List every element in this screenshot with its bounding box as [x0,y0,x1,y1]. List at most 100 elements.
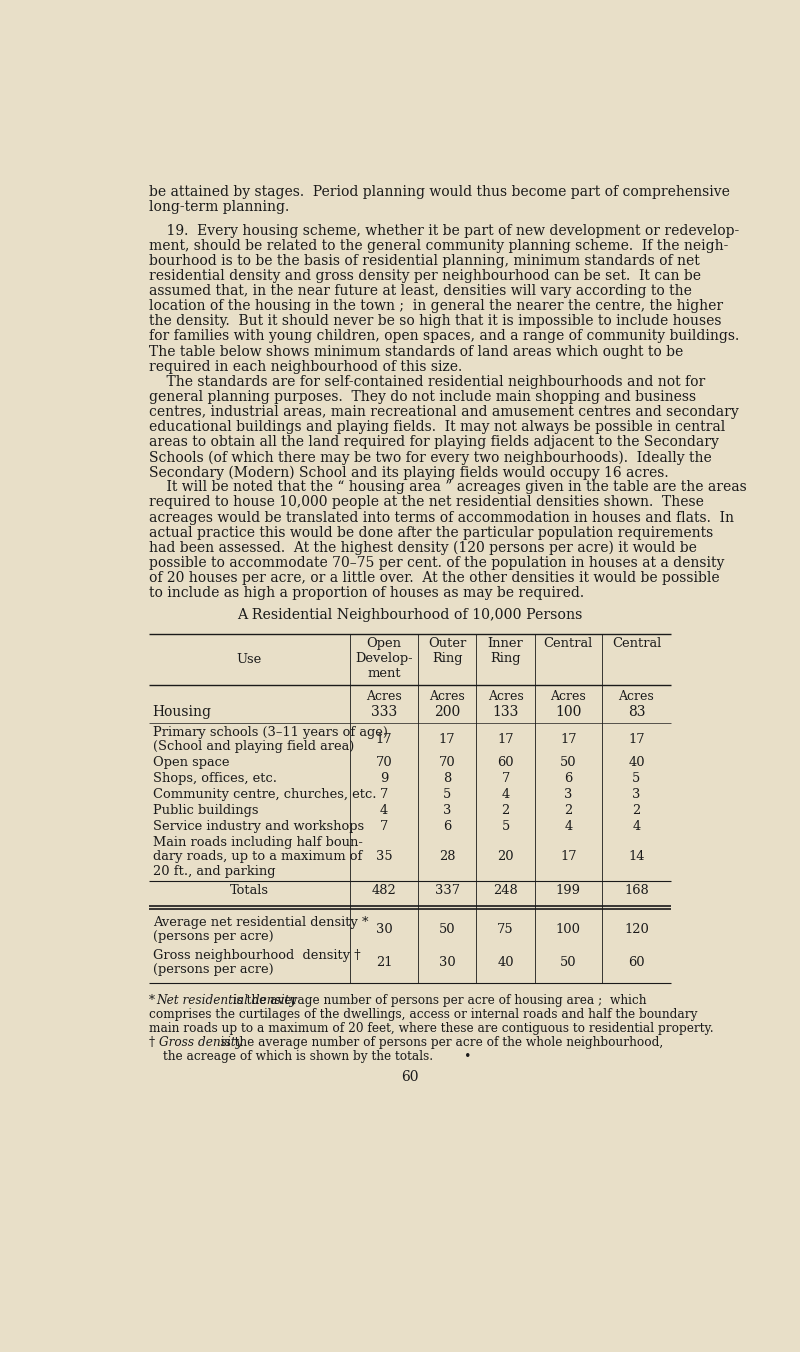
Text: 4: 4 [564,819,572,833]
Text: residential density and gross density per neighbourhood can be set.  It can be: residential density and gross density pe… [149,269,701,283]
Text: Totals: Totals [230,884,269,898]
Text: 5: 5 [632,772,641,786]
Text: 168: 168 [624,884,649,898]
Text: is the average number of persons per acre of housing area ;  which: is the average number of persons per acr… [229,994,646,1007]
Text: 9: 9 [380,772,388,786]
Text: 199: 199 [556,884,581,898]
Text: Central: Central [544,637,593,650]
Text: 2: 2 [502,804,510,817]
Text: 7: 7 [380,819,388,833]
Text: Central: Central [612,637,661,650]
Text: 21: 21 [376,956,392,969]
Text: Schools (of which there may be two for every two neighbourhoods).  Ideally the: Schools (of which there may be two for e… [149,450,711,465]
Text: 8: 8 [443,772,451,786]
Text: educational buildings and playing fields.  It may not always be possible in cent: educational buildings and playing fields… [149,420,725,434]
Text: Acres: Acres [430,690,465,703]
Text: Community centre, churches, etc.: Community centre, churches, etc. [153,788,376,800]
Text: (persons per acre): (persons per acre) [153,964,274,976]
Text: 17: 17 [560,733,577,746]
Text: Net residential density: Net residential density [157,994,297,1007]
Text: 17: 17 [498,733,514,746]
Text: 133: 133 [493,706,518,719]
Text: dary roads, up to a maximum of: dary roads, up to a maximum of [153,850,362,863]
Text: centres, industrial areas, main recreational and amusement centres and secondary: centres, industrial areas, main recreati… [149,406,738,419]
Text: Use: Use [237,653,262,667]
Text: 2: 2 [564,804,572,817]
Text: Average net residential density *: Average net residential density * [153,915,368,929]
Text: 30: 30 [438,956,455,969]
Text: Acres: Acres [488,690,523,703]
Text: 7: 7 [502,772,510,786]
Text: 50: 50 [438,923,455,936]
Text: 50: 50 [560,756,577,769]
Text: Acres: Acres [618,690,654,703]
Text: Shops, offices, etc.: Shops, offices, etc. [153,772,277,786]
Text: 50: 50 [560,956,577,969]
Text: the acreage of which is shown by the totals.        •: the acreage of which is shown by the tot… [162,1049,471,1063]
Text: 17: 17 [438,733,455,746]
Text: 60: 60 [402,1069,418,1084]
Text: 5: 5 [443,788,451,800]
Text: 3: 3 [632,788,641,800]
Text: Main roads including half boun-: Main roads including half boun- [153,836,362,849]
Text: Ring: Ring [432,652,462,665]
Text: required to house 10,000 people at the net residential densities shown.  These: required to house 10,000 people at the n… [149,495,704,510]
Text: (School and playing field area): (School and playing field area) [153,741,354,753]
Text: 100: 100 [556,923,581,936]
Text: The table below shows minimum standards of land areas which ought to be: The table below shows minimum standards … [149,345,683,358]
Text: 20 ft., and parking: 20 ft., and parking [153,865,275,877]
Text: 4: 4 [632,819,641,833]
Text: 17: 17 [560,850,577,863]
Text: 70: 70 [438,756,455,769]
Text: 40: 40 [628,756,645,769]
Text: location of the housing in the town ;  in general the nearer the centre, the hig: location of the housing in the town ; in… [149,299,723,314]
Text: 3: 3 [443,804,451,817]
Text: The standards are for self-contained residential neighbourhoods and not for: The standards are for self-contained res… [149,375,705,389]
Text: 83: 83 [628,706,645,719]
Text: 120: 120 [624,923,649,936]
Text: 4: 4 [502,788,510,800]
Text: 40: 40 [498,956,514,969]
Text: 200: 200 [434,706,460,719]
Text: Primary schools (3–11 years of age): Primary schools (3–11 years of age) [153,726,387,738]
Text: of 20 houses per acre, or a little over.  At the other densities it would be pos: of 20 houses per acre, or a little over.… [149,571,719,585]
Text: had been assessed.  At the highest density (120 persons per acre) it would be: had been assessed. At the highest densit… [149,541,697,556]
Text: Gross density: Gross density [159,1036,242,1049]
Text: 2: 2 [632,804,641,817]
Text: long-term planning.: long-term planning. [149,200,289,215]
Text: Public buildings: Public buildings [153,804,258,817]
Text: 20: 20 [498,850,514,863]
Text: Open space: Open space [153,756,229,769]
Text: *: * [149,994,158,1007]
Text: 248: 248 [494,884,518,898]
Text: 14: 14 [628,850,645,863]
Text: 482: 482 [371,884,396,898]
Text: Develop-: Develop- [355,652,413,665]
Text: Service industry and workshops: Service industry and workshops [153,819,364,833]
Text: general planning purposes.  They do not include main shopping and business: general planning purposes. They do not i… [149,389,696,404]
Text: 30: 30 [375,923,392,936]
Text: Outer: Outer [428,637,466,650]
Text: acreages would be translated into terms of accommodation in houses and flats.  I: acreages would be translated into terms … [149,511,734,525]
Text: Gross neighbourhood  density †: Gross neighbourhood density † [153,949,360,961]
Text: possible to accommodate 70–75 per cent. of the population in houses at a density: possible to accommodate 70–75 per cent. … [149,556,724,569]
Text: 60: 60 [498,756,514,769]
Text: 35: 35 [375,850,392,863]
Text: the density.  But it should never be so high that it is impossible to include ho: the density. But it should never be so h… [149,315,722,329]
Text: 17: 17 [628,733,645,746]
Text: (persons per acre): (persons per acre) [153,930,274,944]
Text: 5: 5 [502,819,510,833]
Text: Housing: Housing [153,706,212,719]
Text: actual practice this would be done after the particular population requirements: actual practice this would be done after… [149,526,713,539]
Text: 4: 4 [380,804,388,817]
Text: ment, should be related to the general community planning scheme.  If the neigh-: ment, should be related to the general c… [149,239,728,253]
Text: Inner: Inner [488,637,523,650]
Text: Secondary (Modern) School and its playing fields would occupy 16 acres.: Secondary (Modern) School and its playin… [149,465,669,480]
Text: areas to obtain all the land required for playing fields adjacent to the Seconda: areas to obtain all the land required fo… [149,435,718,449]
Text: assumed that, in the near future at least, densities will vary according to the: assumed that, in the near future at leas… [149,284,692,299]
Text: Ring: Ring [490,652,521,665]
Text: 337: 337 [434,884,460,898]
Text: 3: 3 [564,788,573,800]
Text: is the average number of persons per acre of the whole neighbourhood,: is the average number of persons per acr… [218,1036,664,1049]
Text: 17: 17 [375,733,392,746]
